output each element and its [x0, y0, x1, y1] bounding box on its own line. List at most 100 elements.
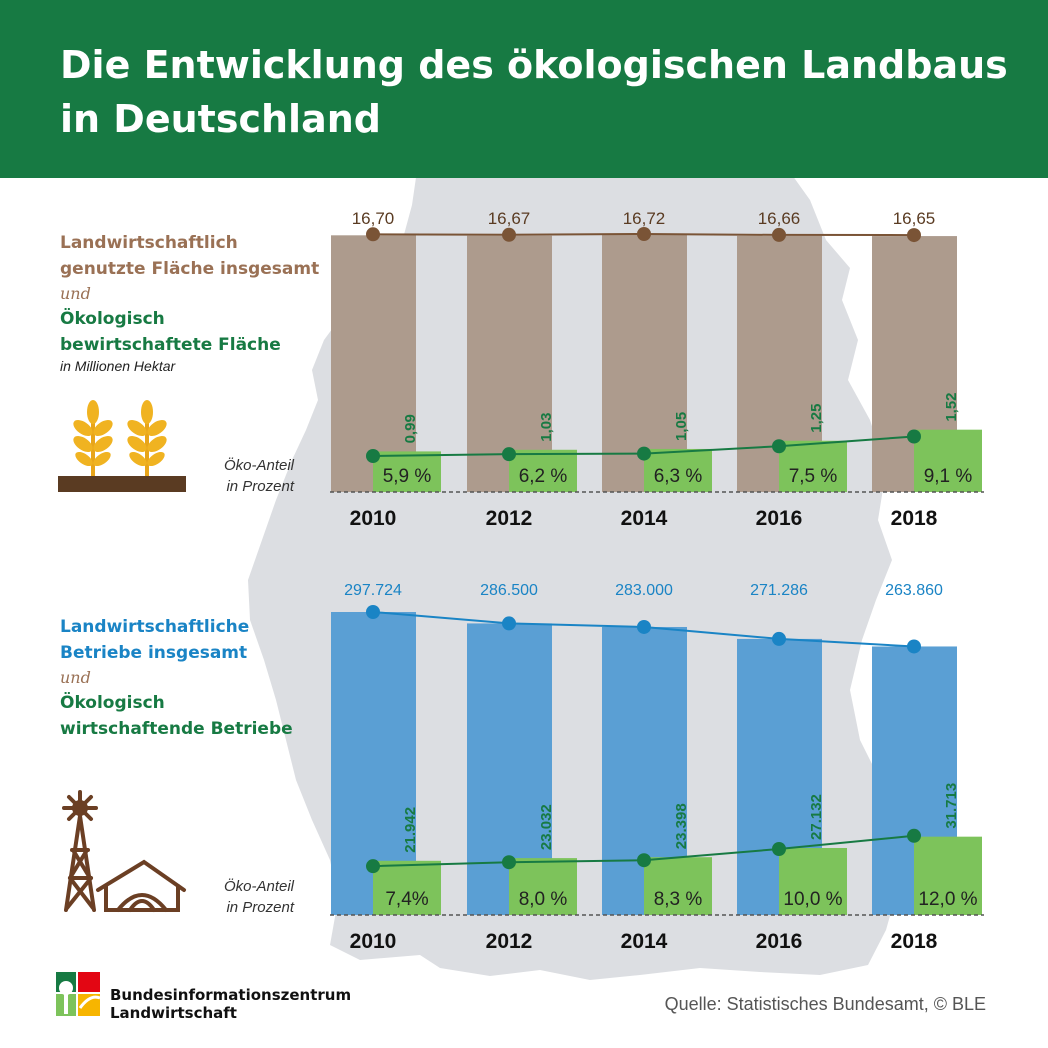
organic-value-label: 31.713 [943, 783, 960, 829]
farms-organic-label-line-1: Ökologisch [60, 693, 165, 713]
total-point [907, 639, 921, 654]
organic-value-label: 1,52 [943, 392, 960, 421]
year-label: 2014 [621, 930, 668, 953]
share-value-label: 8,0 % [519, 889, 568, 910]
total-value-label: 286.500 [480, 582, 538, 599]
and-label-top: und [60, 284, 91, 303]
farms-organic-label-line-2: wirtschaftende Betriebe [60, 719, 293, 739]
organic-bar [373, 451, 441, 492]
area-total-label-line-2: genutzte Fläche insgesamt [60, 259, 320, 279]
organic-value-label: 0,99 [402, 414, 419, 443]
share-label-bottom-line-2: in Prozent [226, 899, 294, 916]
total-point [637, 619, 651, 634]
total-value-label: 16,67 [488, 209, 531, 228]
share-value-label: 8,3 % [654, 889, 703, 910]
year-label: 2014 [621, 507, 668, 530]
share-point [907, 828, 921, 843]
organic-value-label: 1,03 [538, 413, 555, 442]
windmill-farm-icon [62, 790, 186, 912]
logo-line-2: Landwirtschaft [110, 1004, 237, 1022]
total-point [772, 227, 786, 242]
organic-bar [779, 440, 847, 492]
title-line-1: Die Entwicklung des ökologischen Landbau… [60, 43, 1008, 87]
share-value-label: 6,3 % [654, 466, 703, 487]
total-value-label: 16,66 [758, 209, 801, 228]
farms-total-label-line-1: Landwirtschaftliche [60, 617, 250, 637]
area-total-label-line-1: Landwirtschaftlich [60, 233, 238, 253]
total-value-label: 271.286 [750, 582, 808, 599]
year-label: 2010 [350, 930, 397, 953]
area-total-label: Landwirtschaftlich genutzte Fläche insge… [60, 230, 319, 282]
year-label: 2016 [756, 507, 803, 530]
farms-total-label: Landwirtschaftliche Betriebe insgesamt [60, 614, 249, 666]
share-value-label: 7,5 % [789, 466, 838, 487]
total-point [907, 228, 921, 243]
organic-bar [644, 448, 712, 492]
farms-total-label-line-2: Betriebe insgesamt [60, 643, 248, 663]
share-label-bottom: Öko-Anteil in Prozent [224, 876, 294, 918]
share-label-top-line-1: Öko-Anteil [223, 457, 294, 474]
share-point [772, 842, 786, 856]
year-label: 2016 [756, 930, 803, 953]
header-banner: Die Entwicklung des ökologischen Landbau… [0, 0, 1048, 178]
title-line-2: in Deutschland [60, 97, 381, 141]
page-title: Die Entwicklung des ökologischen Landbau… [60, 38, 1020, 146]
wheat-plants-icon [58, 400, 186, 492]
year-label: 2012 [486, 507, 533, 530]
and-label-bottom: und [60, 668, 91, 687]
area-organic-label: Ökologisch bewirtschaftete Fläche [60, 306, 281, 358]
share-point [366, 449, 380, 464]
year-label: 2018 [891, 507, 938, 530]
share-point [907, 429, 921, 444]
share-value-label: 7,4% [385, 889, 428, 910]
ble-logo-icon [54, 968, 102, 1020]
total-value-label: 297.724 [344, 582, 402, 599]
total-point [502, 616, 516, 631]
total-point [637, 227, 651, 241]
area-organic-label-line-2: bewirtschaftete Fläche [60, 335, 281, 355]
share-value-label: 5,9 % [383, 466, 432, 487]
organic-value-label: 23.398 [673, 803, 690, 849]
organic-bar [509, 858, 577, 915]
total-point [502, 227, 516, 242]
organic-bar [509, 449, 577, 492]
organic-bar [914, 836, 982, 915]
share-value-label: 12,0 % [918, 889, 977, 910]
total-value-label: 263.860 [885, 582, 943, 599]
source-note: Quelle: Statistisches Bundesamt, © BLE [664, 994, 986, 1014]
total-point [366, 605, 380, 619]
organic-value-label: 27.132 [808, 794, 825, 840]
total-value-label: 16,65 [893, 209, 936, 228]
share-label-top: Öko-Anteil in Prozent [224, 455, 294, 497]
year-label: 2012 [486, 930, 533, 953]
share-point [637, 446, 651, 461]
organic-bar [644, 857, 712, 915]
organic-value-label: 21.942 [402, 807, 419, 853]
organic-bar [914, 429, 982, 492]
year-label: 2010 [350, 507, 397, 530]
year-label: 2018 [891, 930, 938, 953]
area-unit-label: in Millionen Hektar [60, 358, 176, 374]
share-point [637, 853, 651, 868]
total-value-label: 283.000 [615, 582, 673, 599]
farms-organic-label: Ökologisch wirtschaftende Betriebe [60, 690, 293, 742]
area-organic-label-line-1: Ökologisch [60, 309, 165, 329]
share-point [772, 439, 786, 454]
share-point [502, 447, 516, 462]
share-point [366, 859, 380, 874]
organic-value-label: 1,25 [808, 404, 825, 433]
total-point [366, 227, 380, 242]
organic-value-label: 23.032 [538, 804, 555, 850]
logo-wordmark: Bundesinformationszentrum Landwirtschaft [110, 986, 351, 1022]
share-value-label: 10,0 % [783, 889, 842, 910]
total-point [772, 631, 786, 646]
logo-line-1: Bundesinformationszentrum [110, 986, 352, 1004]
share-value-label: 9,1 % [924, 466, 973, 487]
total-value-label: 16,70 [352, 209, 395, 228]
total-value-label: 16,72 [623, 209, 666, 228]
share-point [502, 855, 516, 870]
organic-value-label: 1,05 [673, 412, 690, 441]
